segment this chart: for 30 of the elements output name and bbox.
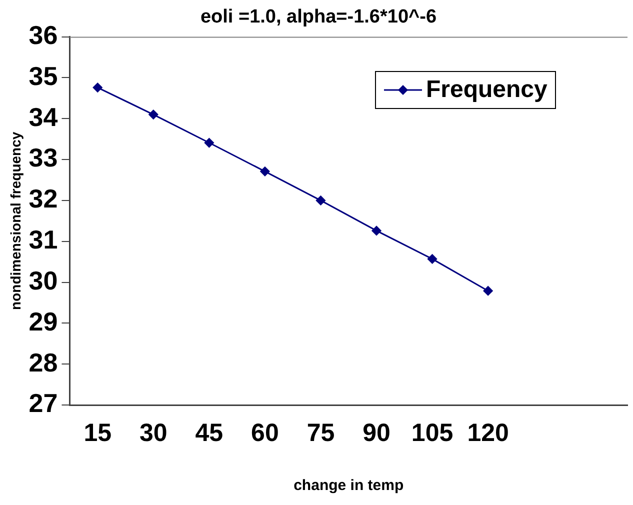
x-tick-label: 30	[139, 418, 168, 447]
x-tick-label: 105	[411, 418, 454, 447]
x-tick-label: 60	[251, 418, 279, 447]
y-tick-label: 33	[28, 142, 58, 173]
chart-title: eoli =1.0, alpha=-1.6*10^-6	[200, 6, 437, 28]
legend-label: Frequency	[426, 76, 548, 104]
point	[428, 254, 438, 264]
x-tick-label: 90	[362, 418, 390, 447]
y-tick-label: 34	[28, 102, 58, 132]
x-tick-label: 75	[306, 418, 335, 447]
x-tick-label: 45	[195, 418, 224, 447]
point	[92, 82, 102, 92]
y-tick-label: 32	[28, 184, 58, 214]
point	[204, 138, 214, 148]
point	[372, 226, 382, 236]
y-axis-title: nondimensional frequency	[7, 132, 24, 310]
y-tick-label: 30	[28, 265, 58, 296]
y-tick-label: 28	[28, 347, 58, 378]
y-tick-label: 36	[28, 20, 58, 50]
y-tick-label: 35	[28, 60, 58, 91]
y-tick-label: 31	[28, 224, 58, 255]
y-tick-label: 27	[28, 388, 58, 418]
x-axis-title: change in temp	[294, 477, 404, 494]
point	[260, 166, 270, 176]
y-tick-label: 29	[28, 306, 58, 336]
point	[483, 286, 493, 296]
point	[316, 196, 326, 206]
x-tick-label: 120	[467, 418, 509, 447]
x-tick-label: 15	[84, 418, 112, 447]
point	[148, 110, 158, 120]
